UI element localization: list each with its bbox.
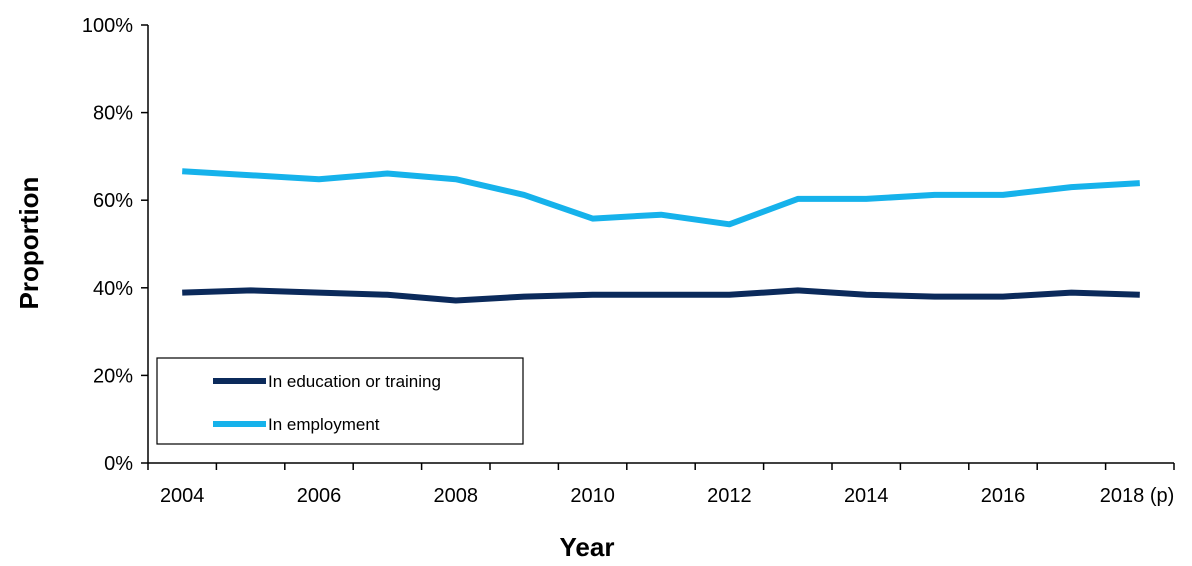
- x-ticks: 2004 2006 2008 2010 2012 2014 2016 2018 (p): [147, 463, 1175, 507]
- x-tick-label: 2014: [844, 485, 889, 507]
- x-tick-label: 2008: [434, 485, 479, 507]
- legend-box: [156, 357, 524, 445]
- x-tick-label: 2012: [707, 485, 752, 507]
- x-tick-label: 2004: [160, 485, 205, 507]
- legend-items: In education or training In employment: [213, 372, 441, 434]
- y-axis-title: Proportion: [14, 177, 44, 310]
- y-axis: 0% 20% 40% 60% 80% 100%: [82, 15, 149, 475]
- y-ticks: 0% 20% 40% 60% 80% 100%: [82, 15, 148, 475]
- y-tick-label: 100%: [82, 15, 133, 37]
- series-line-0: [182, 287, 1140, 304]
- series-line-1: [182, 168, 1140, 228]
- y-tick-label: 20%: [93, 365, 133, 387]
- x-tick-label: 2006: [297, 485, 342, 507]
- y-tick-label: 80%: [93, 103, 133, 125]
- legend: In education or training In employment: [156, 357, 524, 445]
- x-axis-title: Year: [560, 532, 615, 562]
- x-tick-label: 2010: [570, 485, 615, 507]
- legend-label: In education or training: [268, 372, 441, 391]
- y-tick-label: 0%: [104, 453, 133, 475]
- series-group: [182, 168, 1140, 304]
- y-tick-label: 60%: [93, 190, 133, 212]
- legend-label: In employment: [268, 415, 380, 434]
- x-axis: 2004 2006 2008 2010 2012 2014 2016 2018 (p): [147, 462, 1175, 507]
- y-tick-label: 40%: [93, 278, 133, 300]
- x-tick-label: 2018 (p): [1100, 485, 1175, 507]
- x-tick-label: 2016: [981, 485, 1026, 507]
